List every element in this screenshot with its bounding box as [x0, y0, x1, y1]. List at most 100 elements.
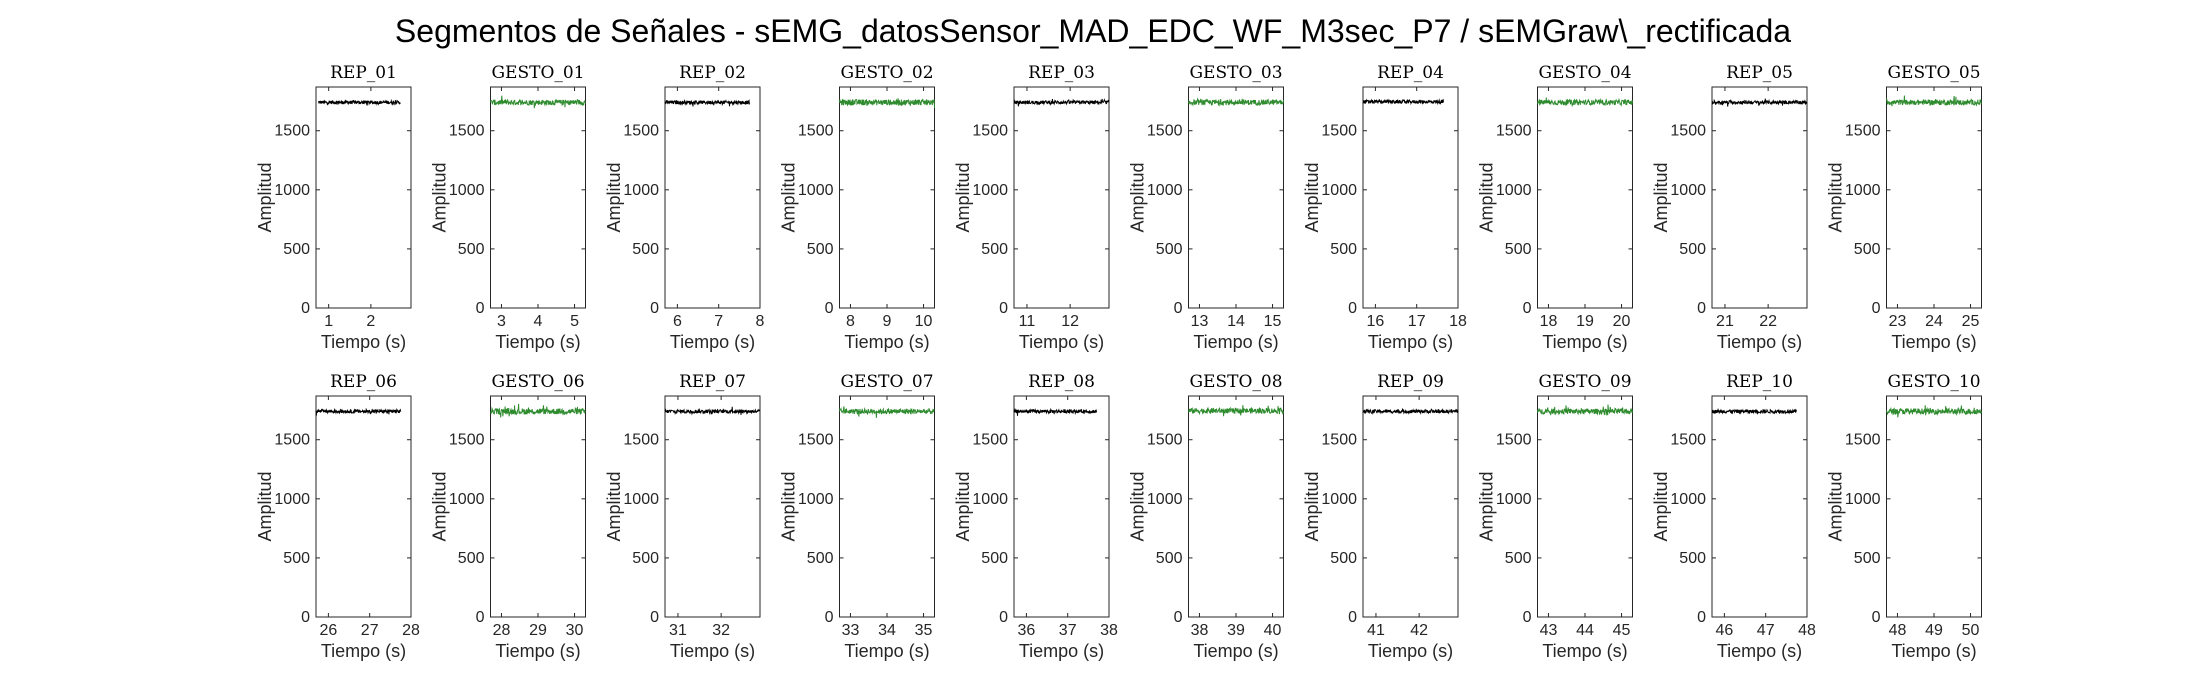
- y-tick-label: 1500: [274, 123, 310, 140]
- panel-title: GESTO_10: [1887, 372, 1980, 392]
- y-tick-label: 500: [1505, 550, 1532, 567]
- y-tick-label: 0: [476, 300, 485, 317]
- y-tick-label: 500: [283, 241, 310, 258]
- y-tick-label: 1500: [449, 432, 485, 449]
- x-tick-label: 32: [712, 622, 730, 639]
- y-tick-label: 500: [1156, 241, 1183, 258]
- x-tick-label: 28: [402, 622, 420, 639]
- y-tick-label: 500: [458, 241, 485, 258]
- signal-trace-rep: [1362, 407, 1459, 415]
- subplot-gesto-09: GESTO_09 0 500 1000 1500 43 44 45 Tiempo (s) Ampl…: [1477, 372, 1633, 661]
- x-tick-label: 3: [497, 313, 506, 330]
- axes-box: [1886, 395, 1982, 618]
- y-tick-label: 0: [476, 609, 485, 626]
- y-tick-label: 0: [1348, 300, 1357, 317]
- y-axis-label: Amplitud: [604, 471, 624, 541]
- subplot-rep-04: REP_04 0 500 1000 1500 16 17 18 Tiempo (s) Amplit…: [1302, 63, 1467, 352]
- y-tick-label: 1000: [1670, 491, 1706, 508]
- x-tick-label: 17: [1408, 313, 1426, 330]
- x-tick-label: 42: [1410, 622, 1428, 639]
- subplot-rep-07: REP_07 0 500 1000 1500 31 32 Tiempo (s) Amplitud: [604, 372, 761, 661]
- y-tick-label: 1500: [1845, 432, 1881, 449]
- signal-trace-gesto: [839, 98, 935, 108]
- y-tick-label: 0: [1872, 609, 1881, 626]
- x-tick-label: 14: [1227, 313, 1245, 330]
- axes-box: [1188, 86, 1284, 309]
- y-tick-label: 1500: [1496, 123, 1532, 140]
- axes-box: [664, 86, 761, 309]
- signal-trace-gesto: [490, 403, 586, 418]
- y-tick-label: 0: [650, 300, 659, 317]
- x-tick-label: 35: [915, 622, 933, 639]
- y-axis-label: Amplitud: [1651, 471, 1671, 541]
- axes-box: [315, 86, 412, 309]
- y-tick-label: 0: [1523, 300, 1532, 317]
- x-tick-label: 40: [1264, 622, 1282, 639]
- y-tick-label: 0: [999, 609, 1008, 626]
- y-tick-label: 500: [283, 550, 310, 567]
- x-tick-label: 1: [324, 313, 333, 330]
- y-tick-label: 500: [981, 550, 1008, 567]
- y-axis-label: Amplitud: [779, 471, 799, 541]
- subplot-gesto-10: GESTO_10 0 500 1000 1500 48 49 50 Tiempo (s) Ampl…: [1826, 372, 1982, 661]
- y-tick-label: 500: [807, 550, 834, 567]
- signal-trace-rep: [317, 98, 401, 106]
- x-tick-label: 9: [883, 313, 892, 330]
- y-axis-label: Amplitud: [1651, 162, 1671, 232]
- x-tick-label: 49: [1925, 622, 1943, 639]
- x-axis-label: Tiempo (s): [1193, 332, 1278, 352]
- x-tick-label: 28: [493, 622, 511, 639]
- y-tick-label: 1500: [972, 123, 1008, 140]
- x-tick-label: 6: [673, 313, 682, 330]
- x-tick-label: 16: [1366, 313, 1384, 330]
- signal-trace-gesto: [1886, 95, 1982, 107]
- y-tick-label: 1000: [972, 491, 1008, 508]
- signal-trace-rep: [1711, 407, 1798, 415]
- signal-trace-rep: [1013, 407, 1098, 416]
- panel-title: REP_10: [1726, 372, 1793, 392]
- x-axis-label: Tiempo (s): [1891, 641, 1976, 661]
- panel-title: GESTO_05: [1887, 63, 1980, 83]
- y-axis-label: Amplitud: [1477, 471, 1497, 541]
- panel-title: REP_05: [1726, 63, 1793, 83]
- x-axis-label: Tiempo (s): [670, 332, 755, 352]
- x-tick-label: 50: [1962, 622, 1980, 639]
- panel-title: REP_08: [1028, 372, 1095, 392]
- y-tick-label: 1500: [972, 432, 1008, 449]
- y-axis-label: Amplitud: [1302, 162, 1322, 232]
- axes-box: [1711, 86, 1808, 309]
- subplot-rep-08: REP_08 0 500 1000 1500 36 37 38 Tiempo (s) Amplit…: [953, 372, 1118, 661]
- y-tick-label: 500: [1679, 550, 1706, 567]
- panel-title: REP_09: [1377, 372, 1444, 392]
- x-tick-label: 26: [319, 622, 337, 639]
- x-axis-label: Tiempo (s): [1019, 641, 1104, 661]
- y-tick-label: 500: [981, 241, 1008, 258]
- y-axis-label: Amplitud: [604, 162, 624, 232]
- y-tick-label: 500: [1156, 550, 1183, 567]
- y-tick-label: 500: [1854, 241, 1881, 258]
- axes-box: [490, 86, 586, 309]
- x-axis-label: Tiempo (s): [495, 332, 580, 352]
- axes-box: [1188, 395, 1284, 618]
- panel-title: REP_06: [330, 372, 397, 392]
- x-axis-label: Tiempo (s): [321, 641, 406, 661]
- signal-trace-gesto: [1537, 97, 1633, 108]
- x-tick-label: 10: [915, 313, 933, 330]
- signal-trace-rep: [664, 98, 751, 107]
- y-tick-label: 0: [1872, 300, 1881, 317]
- x-tick-label: 44: [1576, 622, 1594, 639]
- x-tick-label: 38: [1100, 622, 1118, 639]
- x-axis-label: Tiempo (s): [670, 641, 755, 661]
- subplot-rep-10: REP_10 0 500 1000 1500 46 47 48 Tiempo (s) Amplit…: [1651, 372, 1816, 661]
- y-axis-label: Amplitud: [1477, 162, 1497, 232]
- y-tick-label: 500: [632, 241, 659, 258]
- signal-trace-rep: [315, 407, 402, 416]
- axes-box: [315, 395, 412, 618]
- subplot-rep-09: REP_09 0 500 1000 1500 41 42 Tiempo (s) Amplitud: [1302, 372, 1459, 661]
- axes-box: [1711, 395, 1808, 618]
- x-tick-label: 48: [1889, 622, 1907, 639]
- signal-trace-rep: [1711, 98, 1808, 107]
- y-tick-label: 1500: [1496, 432, 1532, 449]
- x-tick-label: 23: [1889, 313, 1907, 330]
